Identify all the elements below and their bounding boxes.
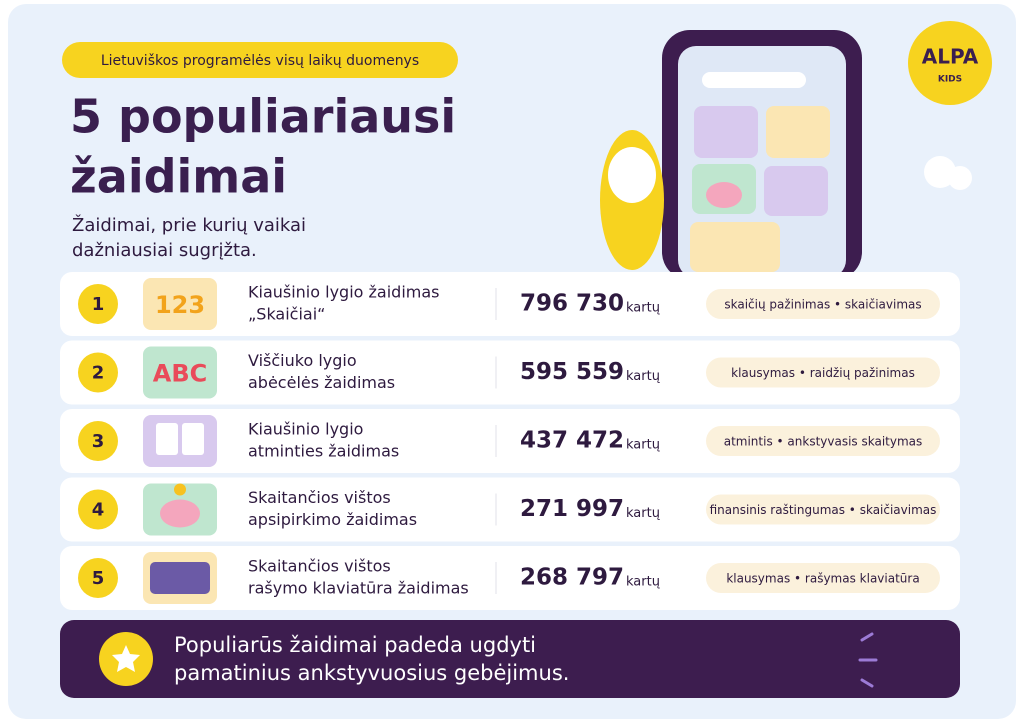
count: 271 997 (520, 496, 624, 522)
count: 595 559 (520, 359, 624, 385)
game-icon (143, 415, 217, 467)
game-name: „Skaičiai“ (248, 305, 325, 324)
game-icon (143, 346, 217, 399)
tag-text: Lietuviškos programėlės visų laikų duome… (101, 53, 419, 69)
rank-badge (78, 421, 118, 461)
star (112, 645, 140, 672)
logo-text: ALPA (922, 45, 979, 69)
rank-badge (78, 284, 118, 324)
icon-text: 123 (155, 291, 205, 319)
rank: 1 (92, 294, 105, 315)
rank: 4 (92, 500, 105, 521)
footer-text: Populiarūs žaidimai padeda ugdyti (174, 633, 536, 657)
game-name: Kiaušinio lygio (248, 420, 363, 439)
game-name: Skaitančios vištos (248, 488, 391, 507)
icon-shape (182, 423, 204, 455)
count-unit: kartų (626, 301, 660, 316)
rank: 5 (92, 568, 105, 589)
title: 5 populiariausi (70, 90, 456, 144)
tag-pill (706, 426, 940, 456)
tag-pill (706, 563, 940, 593)
icon-shape (156, 423, 178, 455)
tags: atmintis • ankstyvasis skaitymas (724, 435, 923, 449)
row-card (60, 409, 960, 473)
count: 268 797 (520, 565, 624, 591)
game-name: Skaitančios vištos (248, 557, 391, 576)
rank-badge (78, 558, 118, 598)
subtitle: dažniausiai sugrįžta. (72, 240, 257, 261)
tag-pill (62, 42, 458, 78)
tag-pill (706, 357, 940, 388)
rank: 2 (92, 363, 105, 384)
row-card (60, 546, 960, 610)
count: 796 730 (520, 291, 624, 317)
decoration (858, 632, 878, 688)
row-card (60, 272, 960, 336)
count-unit: kartų (626, 575, 660, 590)
footer-banner (60, 620, 960, 698)
count-unit: kartų (626, 369, 660, 384)
tag-pill (706, 494, 940, 525)
subtitle: Žaidimai, prie kurių vaikai (72, 214, 306, 236)
game-icon (143, 278, 217, 330)
game-name: Viščiuko lygio (248, 351, 357, 370)
tags: finansinis raštingumas • skaičiavimas (710, 503, 937, 517)
icon-shape (160, 499, 200, 528)
game-name: Kiaušinio lygio žaidimas (248, 283, 440, 302)
game-name: apsipirkimo žaidimas (248, 510, 417, 529)
icon-shape (150, 562, 210, 594)
tag-pill (706, 289, 940, 319)
tags: skaičių pažinimas • skaičiavimas (724, 298, 921, 312)
icon-text: ABC (153, 360, 207, 388)
icon-shape (174, 483, 186, 496)
rank: 3 (92, 431, 105, 452)
game-name: atminties žaidimas (248, 442, 399, 461)
count: 437 472 (520, 428, 624, 454)
title: žaidimai (70, 150, 287, 204)
rank-badge (78, 352, 118, 393)
logo (908, 21, 992, 105)
phone-illustration (600, 30, 972, 280)
game-name: abėcėlės žaidimas (248, 373, 395, 392)
tags: klausymas • rašymas klaviatūra (726, 572, 919, 586)
row-card (60, 477, 960, 542)
count-unit: kartų (626, 506, 660, 521)
logo-sub: KIDS (938, 75, 962, 85)
rank-badge (78, 489, 118, 530)
footer-text: pamatinius ankstyvuosius gebėjimus. (174, 661, 569, 685)
row-card (60, 340, 960, 405)
game-name: rašymo klaviatūra žaidimas (248, 579, 469, 598)
tags: klausymas • raidžių pažinimas (731, 366, 915, 380)
count-unit: kartų (626, 438, 660, 453)
